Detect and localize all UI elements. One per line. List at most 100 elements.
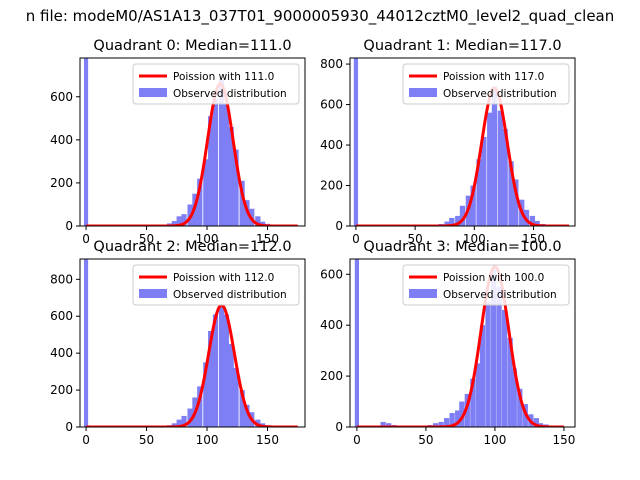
histogram-bar [459,205,466,226]
legend: Poission with 112.0 Observed distribution [132,264,300,306]
x-tick-label: 150 [256,232,279,246]
legend: Poission with 111.0 Observed distribution [132,63,300,105]
legend-poisson-label: Poission with 111.0 [173,71,274,83]
histogram-bar [83,259,89,427]
histogram-bar [197,178,203,226]
y-tick-label: 0 [335,420,343,434]
histogram-bar [529,215,536,226]
y-tick-label: 200 [320,369,343,383]
suptitle: n file: modeM0/AS1A13_037T01_9000005930_… [26,7,615,26]
legend-observed-swatch [139,88,167,97]
y-tick-label: 600 [320,267,343,281]
histogram-bar [353,58,359,226]
histogram-bar [491,86,498,226]
x-tick-label: 0 [82,232,90,246]
plot-area [83,58,299,226]
histogram-bar [83,58,89,226]
y-tick-label: 400 [50,346,73,360]
histogram-bar [485,302,491,427]
histogram-bar [432,423,439,427]
x-tick-label: 150 [553,433,576,447]
histogram-bar [438,421,444,427]
legend-poisson-label: Poission with 100.0 [443,272,544,284]
histogram-bar [496,287,502,427]
legend-observed-label: Observed distribution [173,289,287,301]
legend-observed-label: Observed distribution [173,88,287,100]
histogram-bar [208,331,214,427]
histogram-bar [187,408,193,427]
x-tick-label: 0 [353,433,361,447]
x-tick-label: 50 [418,433,433,447]
y-tick-label: 600 [320,98,343,112]
histogram-bar [212,98,219,226]
legend-box [132,63,300,105]
y-tick-label: 400 [320,138,343,152]
x-tick-label: 0 [352,232,360,246]
y-tick-label: 600 [50,309,73,323]
histogram-bar [490,269,497,427]
y-tick-label: 0 [65,420,73,434]
legend-observed-swatch [139,289,167,298]
panel-title: Quadrant 0: Median=111.0 [93,38,291,54]
histogram-bar [171,221,177,226]
histogram-bar [459,401,465,427]
legend: Poission with 100.0 Observed distribution [402,264,570,306]
histogram-bar [255,216,261,226]
histogram-bar [470,378,476,427]
histogram-bar [517,388,523,427]
poisson-curve [85,82,299,226]
x-tick-label: 50 [407,232,422,246]
histogram-bar [176,419,182,427]
y-tick-label: 400 [320,318,343,332]
histogram-bar [444,221,450,226]
legend-box [402,63,570,105]
histogram-bar [455,215,461,226]
histogram-bar [233,149,239,226]
panel-2: 0 50 100 150 0 200 400 600 800 Quadrant 2: Median… [50,239,306,447]
legend-box [132,264,300,306]
histogram-bar [260,221,266,226]
histogram-bar [354,259,359,427]
axes-frame [79,57,306,227]
histogram-bar [386,423,392,427]
y-tick-label: 400 [50,133,73,147]
poisson-curve [356,265,565,427]
histogram-bar [239,390,245,427]
legend-observed-swatch [409,289,437,298]
axes-frame [349,57,576,227]
legend-observed-swatch [409,88,437,97]
x-tick-label: 150 [522,232,545,246]
histogram-bar [501,309,508,427]
poisson-curve [85,303,299,427]
y-tick-label: 0 [335,219,343,233]
x-tick-label: 100 [196,433,219,447]
histogram-bar [197,386,203,427]
legend-poisson-label: Poission with 112.0 [173,272,274,284]
legend: Poission with 117.0 Observed distribution [402,63,570,105]
legend-poisson-label: Poission with 117.0 [443,71,544,83]
histogram-bar [239,180,245,226]
x-tick-label: 100 [196,232,219,246]
histogram-bar [223,103,229,226]
panel-0: 0 50 100 150 0 200 400 600 Quadrant 0: Median=11… [50,38,306,246]
histogram-bar [497,110,504,226]
histogram-bar [455,410,461,427]
histogram-bar [470,185,476,226]
histogram-bar [208,116,214,226]
histogram-bar [228,126,234,226]
histogram-bar [511,368,517,427]
histogram-bar [171,423,177,427]
panel-title: Quadrant 2: Median=112.0 [93,239,291,255]
histogram-bar [464,393,470,427]
y-tick-label: 200 [320,179,343,193]
axes-frame [79,258,306,428]
y-tick-label: 0 [65,219,73,233]
panel-title: Quadrant 1: Median=117.0 [363,38,561,54]
histogram-bar [228,343,234,427]
x-tick-label: 100 [463,232,486,246]
histogram-bar [380,421,386,427]
histogram-bar [479,325,486,427]
histogram-bar [176,216,182,226]
x-tick-label: 50 [139,433,154,447]
x-tick-label: 50 [139,232,154,246]
